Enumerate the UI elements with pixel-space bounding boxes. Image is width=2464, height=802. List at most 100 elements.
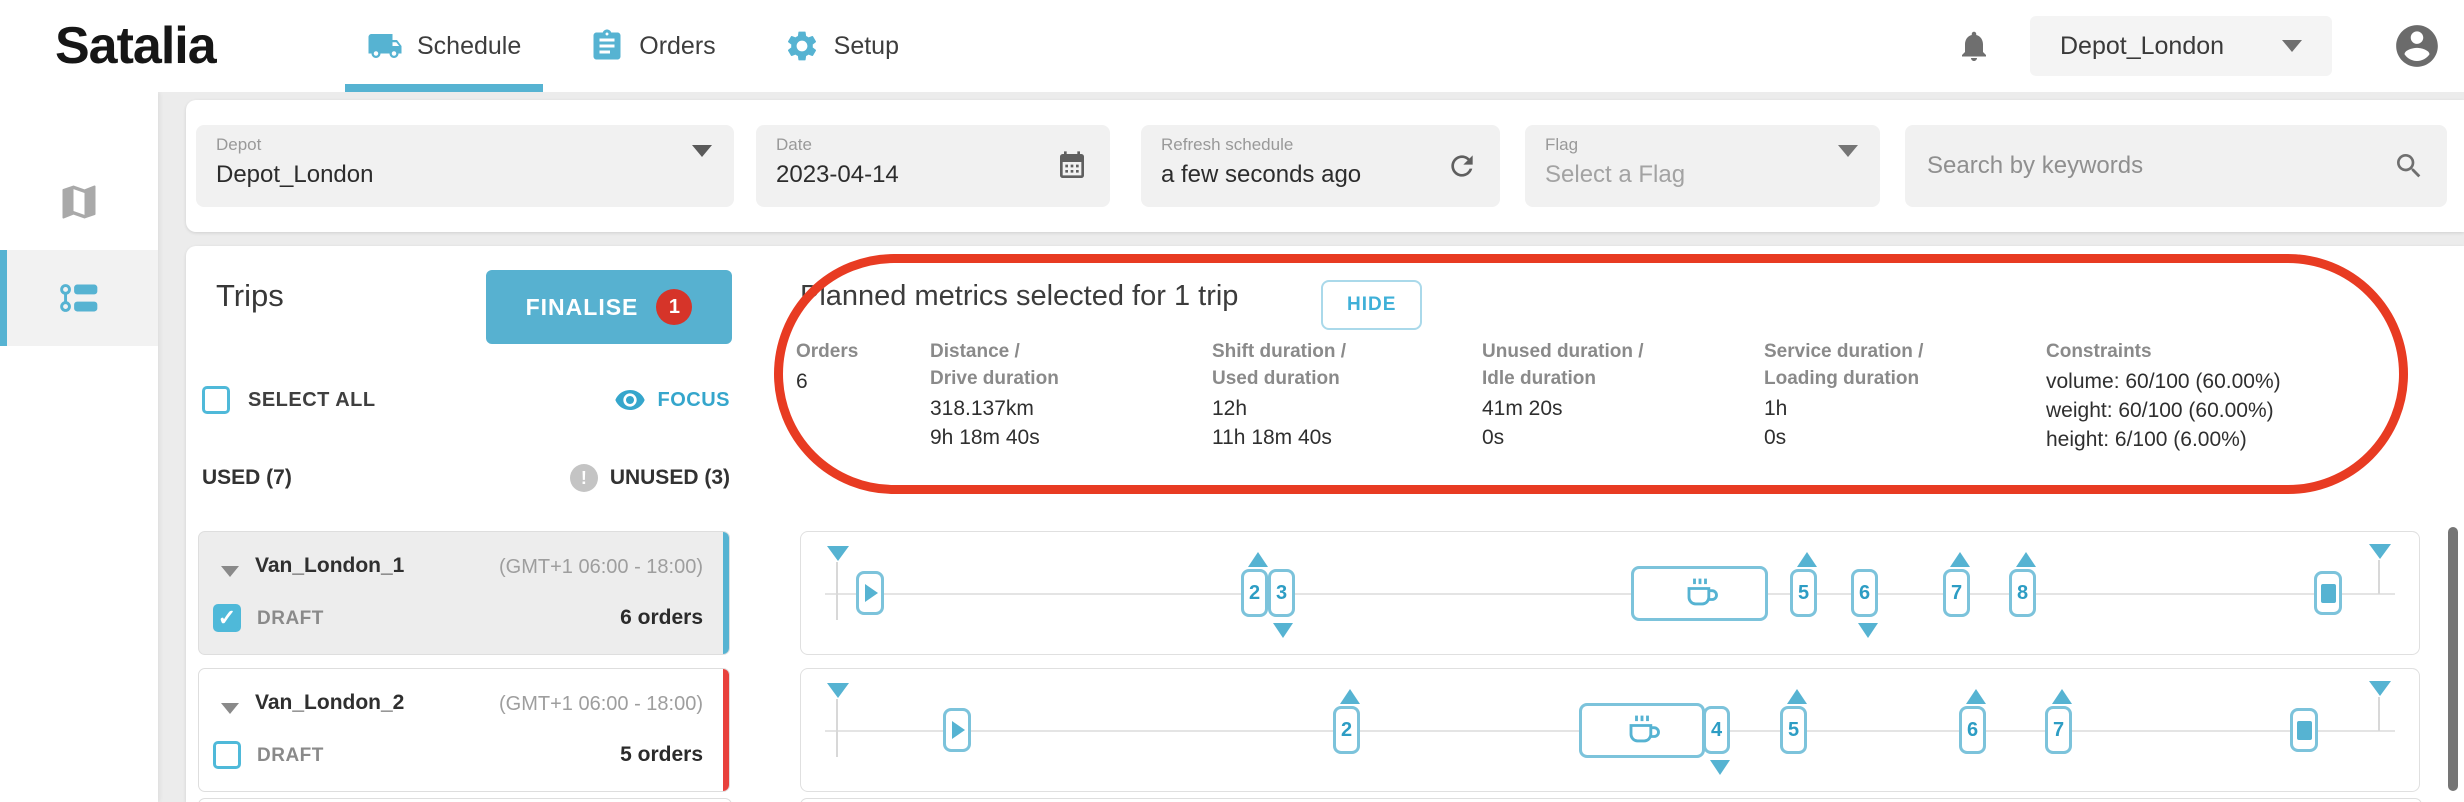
filter-bar: Depot Depot_London Date 2023-04-14 Refre… <box>186 100 2464 232</box>
timeline-stop[interactable]: 4 <box>1703 706 1730 754</box>
trip-end-button[interactable] <box>2314 571 2342 615</box>
timeline-stop[interactable]: 6 <box>1959 706 1986 754</box>
timeline-stop[interactable]: 5 <box>1780 706 1807 754</box>
break-block[interactable] <box>1579 703 1705 758</box>
van-status-bar-red <box>723 669 729 791</box>
arrow-down-icon[interactable] <box>1858 623 1878 638</box>
collapse-caret-icon[interactable] <box>221 566 239 577</box>
active-item-indicator <box>0 250 7 346</box>
chevron-down-icon <box>2282 40 2302 52</box>
timeline-stop[interactable]: 8 <box>2009 569 2036 617</box>
van-checkbox-unchecked[interactable] <box>213 741 241 769</box>
arrow-up-icon[interactable] <box>2016 552 2036 567</box>
truck-icon <box>368 34 402 58</box>
metric-distance-drive: Distance / Drive duration 318.137km 9h 1… <box>930 341 1059 449</box>
trip-start-button[interactable] <box>943 708 971 752</box>
trips-title: Trips <box>216 278 284 313</box>
sidebar-item-trips-timeline[interactable] <box>0 250 158 346</box>
timeline-stop[interactable]: 7 <box>1943 569 1970 617</box>
shift-start-tick <box>836 699 838 757</box>
finalise-button-label: FINALISE <box>525 293 639 320</box>
tab-orders[interactable]: Orders <box>555 0 749 92</box>
select-all-label: SELECT ALL <box>248 388 376 411</box>
depot-selector-value: Depot_London <box>2060 31 2225 60</box>
timeline-stop[interactable]: 2 <box>1241 569 1268 617</box>
van-shift-window: (GMT+1 06:00 - 18:00) <box>499 556 703 578</box>
shift-start-marker-icon[interactable] <box>827 546 849 561</box>
trip-timeline-3-partial <box>800 798 2422 802</box>
metric-service-loading: Service duration / Loading duration 1h 0… <box>1764 341 1924 449</box>
collapse-caret-icon[interactable] <box>221 703 239 714</box>
active-tab-underline <box>345 84 544 92</box>
search-field[interactable] <box>1905 125 2447 207</box>
trip-end-button[interactable] <box>2290 708 2318 752</box>
search-input[interactable] <box>1925 151 2356 181</box>
timeline-stop[interactable]: 5 <box>1790 569 1817 617</box>
timeline-stop[interactable]: 3 <box>1268 569 1295 617</box>
break-block[interactable] <box>1631 566 1768 621</box>
van-card-3-partial <box>198 798 732 802</box>
main-nav-tabs: Schedule Orders Setup <box>333 0 933 92</box>
flag-filter-dropdown[interactable]: Flag Select a Flag <box>1525 125 1880 207</box>
route-timeline-icon <box>60 284 98 312</box>
depot-filter-label: Depot <box>216 135 262 154</box>
arrow-up-icon[interactable] <box>1248 552 1268 567</box>
date-filter-value: 2023-04-14 <box>776 161 899 188</box>
arrow-up-icon[interactable] <box>1966 689 1986 704</box>
warning-icon: ! <box>569 464 598 492</box>
shift-start-marker-icon[interactable] <box>827 683 849 698</box>
date-filter-field[interactable]: Date 2023-04-14 <box>756 125 1110 207</box>
chevron-down-icon <box>1838 145 1858 174</box>
map-icon <box>62 185 96 219</box>
van-checkbox-checked[interactable] <box>213 604 241 632</box>
trip-timeline-2: 2 4 5 6 7 <box>800 668 2420 792</box>
refresh-schedule-value: a few seconds ago <box>1161 161 1362 188</box>
tab-schedule-label: Schedule <box>417 31 522 60</box>
arrow-up-icon[interactable] <box>1340 689 1360 704</box>
flag-filter-label: Flag <box>1545 135 1579 154</box>
timeline-stop[interactable]: 7 <box>2045 706 2072 754</box>
shift-end-marker-icon[interactable] <box>2369 681 2391 696</box>
metric-shift-used: Shift duration / Used duration 12h 11h 1… <box>1212 341 1347 449</box>
coffee-cup-icon <box>1687 578 1718 605</box>
depot-selector-dropdown[interactable]: Depot_London <box>2030 16 2332 76</box>
arrow-up-icon[interactable] <box>1797 552 1817 567</box>
finalise-button[interactable]: FINALISE 1 <box>486 270 732 344</box>
hide-metrics-button[interactable]: HIDE <box>1321 280 1423 330</box>
arrow-down-icon[interactable] <box>1710 760 1730 775</box>
focus-label: FOCUS <box>657 388 730 411</box>
van-card-1[interactable]: Van_London_1 (GMT+1 06:00 - 18:00) DRAFT… <box>198 531 730 655</box>
arrow-up-icon[interactable] <box>2052 689 2072 704</box>
search-icon[interactable] <box>2393 150 2425 182</box>
van-status-badge: DRAFT <box>257 608 324 629</box>
coffee-cup-icon <box>1629 715 1660 742</box>
arrow-up-icon[interactable] <box>1950 552 1970 567</box>
arrow-up-icon[interactable] <box>1787 689 1807 704</box>
shift-end-marker-icon[interactable] <box>2369 544 2391 559</box>
focus-button[interactable]: FOCUS <box>614 384 731 416</box>
depot-filter-dropdown[interactable]: Depot Depot_London <box>196 125 734 207</box>
refresh-icon[interactable] <box>1446 150 1478 182</box>
van-card-2[interactable]: Van_London_2 (GMT+1 06:00 - 18:00) DRAFT… <box>198 668 730 792</box>
play-icon <box>952 721 965 739</box>
stop-square-icon <box>2296 720 2312 740</box>
timeline-stop[interactable]: 6 <box>1851 569 1878 617</box>
van-orders-count: 5 orders <box>620 743 703 766</box>
timeline-stop[interactable]: 2 <box>1333 706 1360 754</box>
vertical-scrollbar[interactable] <box>2448 527 2458 791</box>
refresh-schedule-field[interactable]: Refresh schedule a few seconds ago <box>1141 125 1500 207</box>
tab-setup[interactable]: Setup <box>750 0 933 92</box>
notifications-bell-icon[interactable] <box>1956 28 1992 64</box>
arrow-down-icon[interactable] <box>1273 623 1293 638</box>
unused-count-label: UNUSED (3) <box>609 466 730 489</box>
user-avatar[interactable] <box>2392 21 2442 71</box>
tab-schedule[interactable]: Schedule <box>333 0 555 92</box>
play-icon <box>865 584 878 602</box>
sidebar-item-map[interactable] <box>0 154 158 250</box>
used-count-label: USED (7) <box>202 466 292 489</box>
calendar-icon <box>1060 151 1084 178</box>
select-all-checkbox[interactable] <box>202 386 230 414</box>
trip-start-button[interactable] <box>856 571 884 615</box>
van-orders-count: 6 orders <box>620 606 703 629</box>
